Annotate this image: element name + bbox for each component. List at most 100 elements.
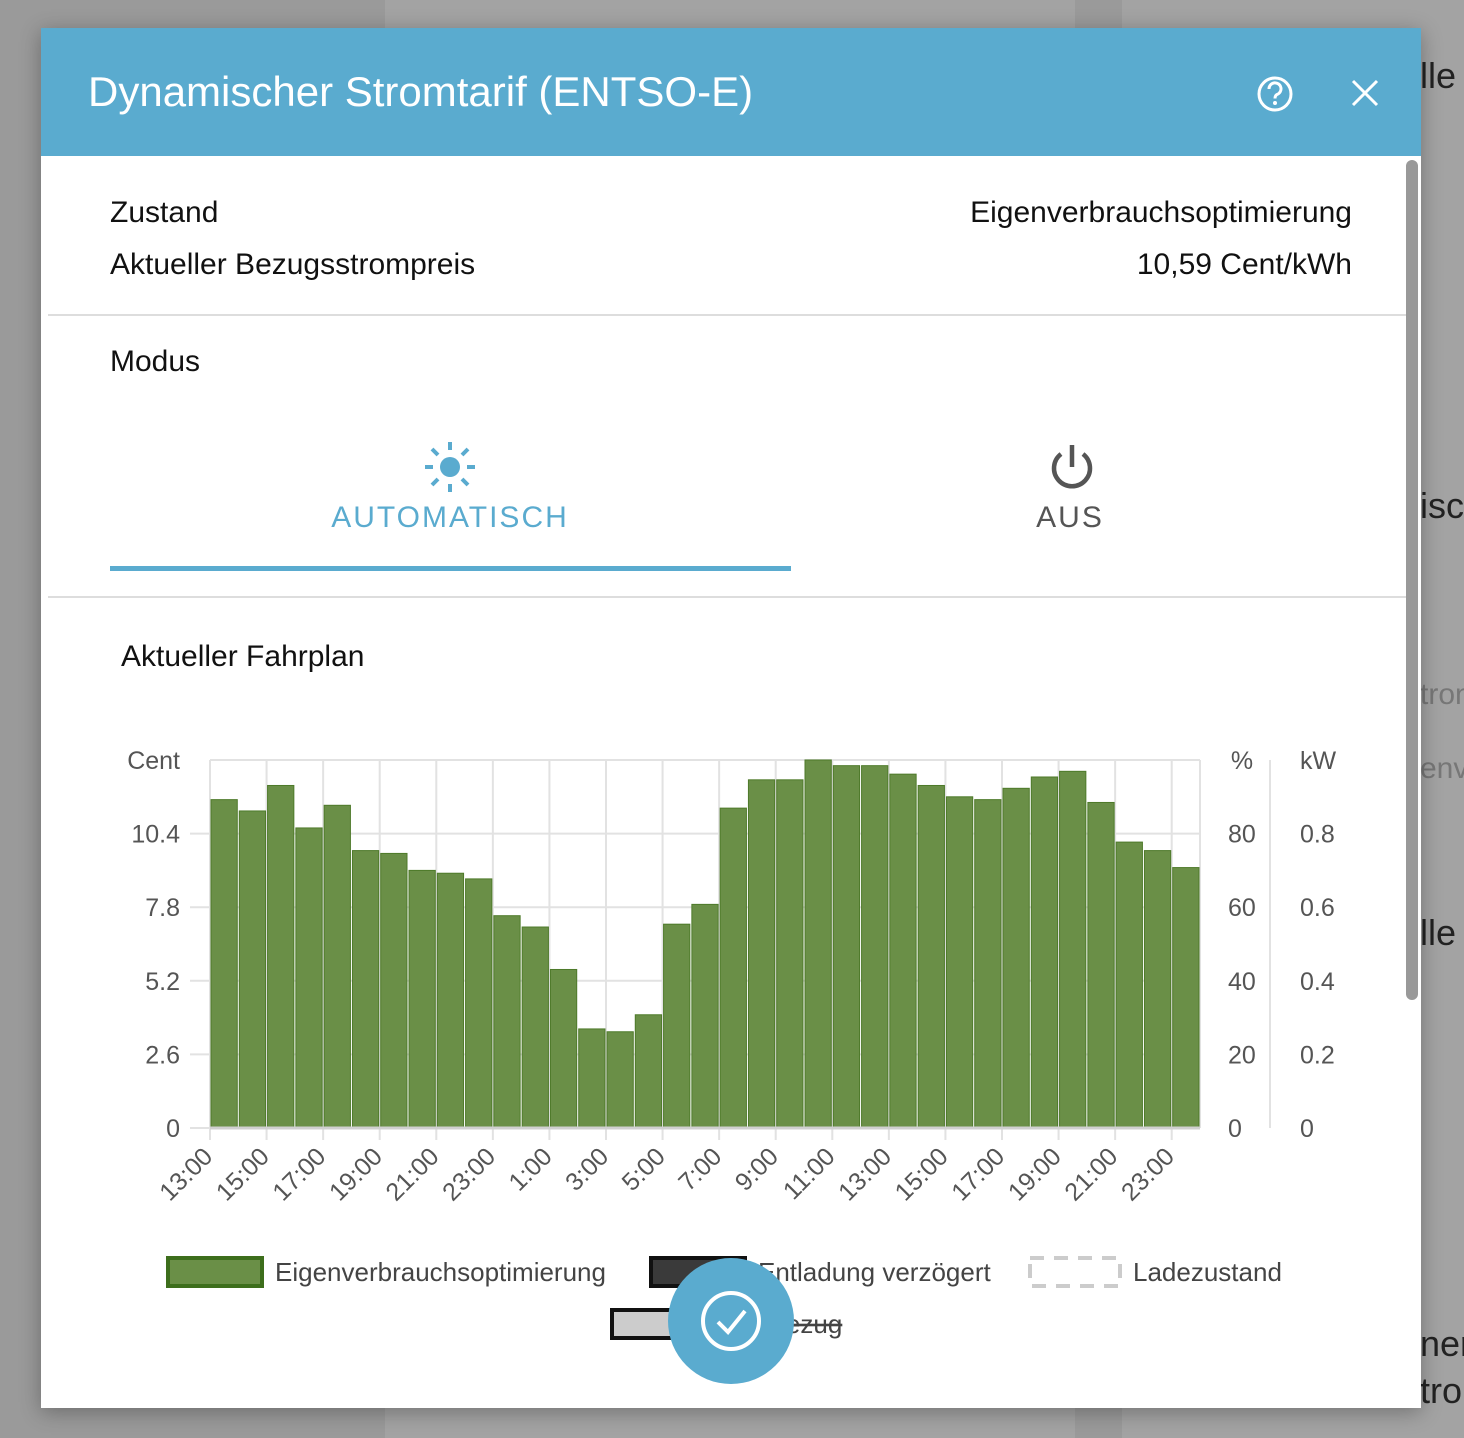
status-label: Zustand — [110, 196, 219, 229]
x-tick-label: 15:00 — [211, 1142, 275, 1206]
bar — [351, 850, 380, 1129]
legend-swatch — [1028, 1256, 1122, 1288]
x-tick-label: 23:00 — [1116, 1142, 1180, 1206]
y3-tick-label: 0.2 — [1300, 1041, 1335, 1069]
separator — [48, 596, 1406, 598]
y-tick-label: 7.8 — [145, 894, 180, 922]
bar — [1087, 801, 1115, 1129]
bar — [663, 923, 691, 1129]
bar — [549, 968, 578, 1129]
y2-tick-label: 20 — [1228, 1041, 1256, 1069]
status-label: Aktueller Bezugsstrompreis — [110, 248, 476, 281]
y2-tick-label: 0 — [1228, 1115, 1242, 1143]
x-tick-label: 21:00 — [380, 1142, 444, 1206]
background-text: isc — [1420, 485, 1464, 526]
bar — [295, 827, 323, 1129]
x-tick-label: 17:00 — [267, 1142, 331, 1206]
y3-tick-label: 0.4 — [1300, 968, 1335, 996]
bar — [719, 807, 747, 1129]
bar — [1030, 776, 1059, 1129]
x-tick-label: 19:00 — [1003, 1142, 1067, 1206]
bar — [945, 796, 974, 1129]
y2-tick-label: 80 — [1228, 821, 1256, 849]
y3-tick-label: 0.6 — [1300, 894, 1335, 922]
sun-icon — [425, 442, 475, 492]
bar — [1172, 867, 1200, 1129]
bar — [889, 773, 917, 1129]
power-icon — [1051, 445, 1093, 489]
y3-axis-title: kW — [1300, 747, 1337, 775]
x-tick-label: 3:00 — [560, 1142, 614, 1196]
y-tick-label: 0 — [166, 1115, 180, 1143]
y2-tick-label: 40 — [1228, 968, 1256, 996]
y-tick-label: 10.4 — [131, 821, 180, 849]
y-axis-title: Cent — [127, 747, 180, 775]
close-button[interactable] — [1350, 78, 1380, 108]
background-text: tron — [1420, 678, 1464, 711]
bar — [436, 872, 465, 1129]
x-tick-label: 1:00 — [503, 1142, 557, 1196]
x-tick-label: 13:00 — [833, 1142, 897, 1206]
dialog-title: Dynamischer Stromtarif (ENTSO-E) — [88, 68, 754, 115]
bar — [380, 852, 408, 1129]
bar — [917, 784, 945, 1129]
background-text: ner — [1420, 1323, 1464, 1364]
x-tick-label: 17:00 — [946, 1142, 1010, 1206]
y-tick-label: 2.6 — [145, 1041, 180, 1069]
x-tick-label: 11:00 — [778, 1142, 841, 1205]
bar — [1143, 850, 1172, 1129]
y3-tick-label: 0 — [1300, 1115, 1314, 1143]
x-tick-label: 23:00 — [437, 1142, 501, 1206]
legend-label: Eigenverbrauchsoptimierung — [275, 1257, 606, 1287]
bar — [747, 779, 776, 1129]
bar — [238, 810, 267, 1129]
background-text: lle — [1420, 912, 1457, 953]
bar — [832, 765, 861, 1129]
bar — [974, 799, 1002, 1129]
legend-swatch — [166, 1256, 264, 1288]
confirm-button[interactable] — [666, 1256, 796, 1386]
status-value: 10,59 Cent/kWh — [1136, 248, 1352, 281]
status-row: Aktueller Bezugsstrompreis 10,59 Cent/kWh — [110, 248, 1352, 282]
y2-tick-label: 60 — [1228, 894, 1256, 922]
x-tick-label: 19:00 — [324, 1142, 388, 1206]
legend-label: Ladezustand — [1133, 1257, 1282, 1287]
x-tick-label: 7:00 — [673, 1142, 727, 1196]
scrollbar[interactable] — [1406, 160, 1418, 1000]
background-text: enve — [1420, 752, 1464, 785]
dialog: Dynamischer Stromtarif (ENTSO-E) Zustand… — [41, 28, 1421, 1408]
bar — [1059, 770, 1087, 1129]
bar — [634, 1014, 663, 1129]
bar — [1002, 787, 1030, 1129]
bar — [521, 926, 549, 1129]
x-tick-label: 9:00 — [730, 1142, 784, 1196]
bar — [267, 784, 295, 1129]
separator — [48, 314, 1406, 316]
bar — [323, 804, 351, 1129]
bar — [861, 765, 889, 1129]
schedule-title: Aktueller Fahrplan — [121, 640, 365, 673]
mode-label: Modus — [110, 345, 201, 378]
mode-tab[interactable]: AUS — [1036, 501, 1104, 534]
x-tick-label: 15:00 — [890, 1142, 954, 1206]
y2-axis-title: % — [1231, 747, 1253, 775]
y-tick-label: 5.2 — [145, 968, 180, 996]
dialog-header: Dynamischer Stromtarif (ENTSO-E) — [41, 28, 1421, 156]
bar — [1115, 841, 1143, 1129]
bar — [804, 759, 832, 1129]
x-tick-label: 5:00 — [617, 1142, 671, 1196]
x-tick-label: 13:00 — [154, 1142, 218, 1206]
mode-tab[interactable]: AUTOMATISCH — [331, 501, 569, 534]
y3-tick-label: 0.8 — [1300, 821, 1335, 849]
tab-indicator — [110, 566, 791, 571]
bar — [465, 878, 493, 1129]
bar — [493, 915, 521, 1129]
bar — [691, 903, 719, 1129]
bar — [776, 779, 804, 1129]
bar — [606, 1031, 634, 1129]
help-button[interactable] — [1255, 74, 1295, 114]
bar — [408, 869, 436, 1129]
status-value: Eigenverbrauchsoptimierung — [970, 196, 1352, 229]
